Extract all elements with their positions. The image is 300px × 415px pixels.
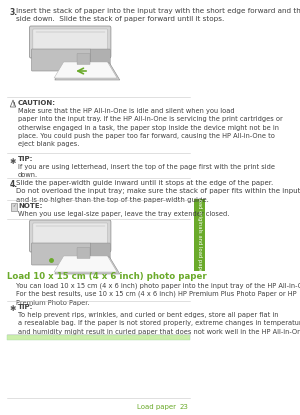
- Text: CAUTION:: CAUTION:: [18, 100, 56, 106]
- Text: Slide the paper-width guide inward until it stops at the edge of the paper.
Do n: Slide the paper-width guide inward until…: [16, 180, 300, 203]
- Text: Insert the stack of paper into the input tray with the short edge forward and th: Insert the stack of paper into the input…: [16, 8, 300, 22]
- Text: 3.: 3.: [10, 8, 18, 17]
- FancyBboxPatch shape: [33, 223, 107, 245]
- FancyBboxPatch shape: [11, 203, 17, 210]
- Text: Load originals and load paper: Load originals and load paper: [197, 196, 202, 274]
- Polygon shape: [10, 100, 16, 107]
- Polygon shape: [54, 256, 117, 272]
- Polygon shape: [55, 257, 120, 274]
- FancyBboxPatch shape: [29, 26, 111, 58]
- FancyBboxPatch shape: [32, 49, 91, 71]
- Text: ✓: ✓: [12, 204, 15, 208]
- Text: TIP:: TIP:: [18, 304, 33, 310]
- FancyBboxPatch shape: [90, 243, 110, 265]
- Text: Load 10 x 15 cm (4 x 6 inch) photo paper: Load 10 x 15 cm (4 x 6 inch) photo paper: [7, 272, 207, 281]
- Text: TIP:: TIP:: [18, 156, 33, 162]
- FancyBboxPatch shape: [32, 243, 91, 265]
- FancyBboxPatch shape: [29, 220, 111, 252]
- Text: Load paper: Load paper: [137, 404, 176, 410]
- Text: If you are using letterhead, insert the top of the page first with the print sid: If you are using letterhead, insert the …: [18, 164, 275, 178]
- Polygon shape: [55, 63, 120, 80]
- FancyBboxPatch shape: [194, 199, 206, 271]
- Text: NOTE:: NOTE:: [19, 203, 43, 209]
- FancyBboxPatch shape: [77, 54, 90, 64]
- Text: Make sure that the HP All-in-One is idle and silent when you load
paper into the: Make sure that the HP All-in-One is idle…: [18, 108, 283, 147]
- FancyBboxPatch shape: [90, 49, 110, 71]
- FancyBboxPatch shape: [77, 247, 90, 259]
- Text: To help prevent rips, wrinkles, and curled or bent edges, store all paper flat i: To help prevent rips, wrinkles, and curl…: [18, 312, 300, 334]
- Text: You can load 10 x 15 cm (4 x 6 inch) photo paper into the input tray of the HP A: You can load 10 x 15 cm (4 x 6 inch) pho…: [16, 282, 300, 305]
- Text: When you use legal-size paper, leave the tray extender closed.: When you use legal-size paper, leave the…: [19, 211, 230, 217]
- Text: 23: 23: [179, 404, 188, 410]
- Text: 4.: 4.: [10, 180, 18, 189]
- Polygon shape: [54, 62, 117, 78]
- FancyBboxPatch shape: [33, 29, 107, 51]
- Text: !: !: [12, 102, 14, 107]
- FancyBboxPatch shape: [7, 335, 190, 340]
- Text: ✱: ✱: [10, 304, 16, 313]
- Text: ✱: ✱: [10, 157, 16, 166]
